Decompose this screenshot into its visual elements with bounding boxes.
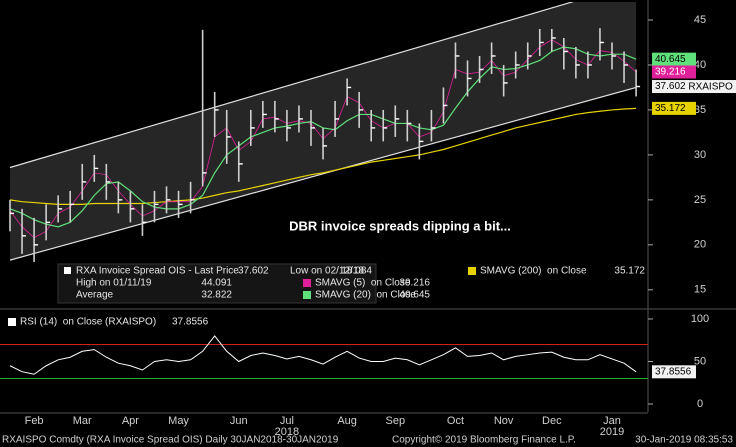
legend-swatch xyxy=(468,267,476,275)
y-tick-label: 20 xyxy=(694,239,706,251)
channel-lower xyxy=(9,86,637,261)
stat-value: 32.822 xyxy=(201,290,232,301)
y-tick-label: 15 xyxy=(694,284,706,296)
y-tick-label: 40 xyxy=(694,59,706,71)
x-tick-label: Aug xyxy=(337,415,357,427)
last-sma5: 39.216 xyxy=(655,67,686,78)
last-sma200-box xyxy=(652,101,696,115)
moving-average-line xyxy=(9,107,637,205)
y-tick-label: 25 xyxy=(694,194,706,206)
legend-label: SMAVG (20) on Close xyxy=(315,290,416,301)
last-price-ticker: RXAISPO xyxy=(688,81,733,92)
footer-left: RXAISPO Comdty (RXA Invoice Spread OIS) … xyxy=(2,435,339,446)
plot-area xyxy=(9,2,641,263)
x-tick-label: Sep xyxy=(385,415,405,427)
y-tick-label: 0 xyxy=(697,398,703,410)
x-sublabel: 2019 xyxy=(600,426,624,438)
x-tick-label: Jan xyxy=(603,415,621,427)
x-sublabel: 2018 xyxy=(275,426,299,438)
stat-value: 44.091 xyxy=(201,278,232,289)
legend-swatch xyxy=(64,267,71,274)
x-tick-label: Jun xyxy=(230,415,248,427)
footer-center: Copyright© 2019 Bloomberg Finance L.P. xyxy=(392,435,576,446)
x-tick-label: Jul xyxy=(280,415,294,427)
last-price-box xyxy=(652,80,736,94)
x-tick-label: Nov xyxy=(494,415,514,427)
x-tick-label: Dec xyxy=(542,415,562,427)
y-tick-label: 100 xyxy=(691,313,709,325)
last-sma5-box xyxy=(652,65,696,79)
legend-value: 37.602 xyxy=(238,266,269,277)
moving-average-line xyxy=(9,46,637,228)
last-rsi: 37.8556 xyxy=(655,366,692,377)
legend-value: 37.8556 xyxy=(172,317,209,328)
x-tick-label: Feb xyxy=(25,415,44,427)
y-tick-label: 45 xyxy=(694,14,706,26)
last-rsi-box xyxy=(652,365,696,379)
y-tick-label: 35 xyxy=(694,104,706,116)
last-sma20: 40.645 xyxy=(655,54,686,65)
legend-box xyxy=(57,263,377,304)
footer-right: 30-Jan-2019 08:35:53 xyxy=(635,435,733,446)
rsi-line xyxy=(9,335,637,375)
y-tick-label: 30 xyxy=(694,149,706,161)
stat-label: Low on 02/12/18 xyxy=(290,266,364,277)
x-tick-label: Apr xyxy=(122,415,139,427)
legend-value: 35.172 xyxy=(614,266,645,277)
last-sma20-box xyxy=(652,52,696,66)
legend-label: RSI (14) on Close (RXAISPO) xyxy=(20,317,156,328)
legend-label: RXA Invoice Spread OIS - Last Price xyxy=(76,266,239,277)
legend-label: SMAVG (200) on Close xyxy=(480,266,587,277)
x-tick-label: May xyxy=(168,415,189,427)
channel-upper xyxy=(9,2,575,169)
legend-swatch xyxy=(8,318,16,326)
x-tick-label: Oct xyxy=(447,415,464,427)
x-tick-label: Mar xyxy=(73,415,92,427)
stat-label: High on 01/11/19 xyxy=(76,278,152,289)
legend-swatch xyxy=(303,279,311,287)
legend-value: 39.216 xyxy=(399,278,430,289)
y-tick-label: 50 xyxy=(694,355,706,367)
last-sma200: 35.172 xyxy=(655,103,686,114)
stat-label: Average xyxy=(76,290,114,301)
legend-swatch xyxy=(303,291,311,299)
legend-value: 40.645 xyxy=(399,290,430,301)
annotation: DBR invoice spreads dipping a bit... xyxy=(289,218,511,233)
stat-value: 18.084 xyxy=(341,266,372,277)
last-price: 37.602 RXAISPO xyxy=(655,81,733,92)
legend-label: SMAVG (5) on Close xyxy=(315,278,411,289)
